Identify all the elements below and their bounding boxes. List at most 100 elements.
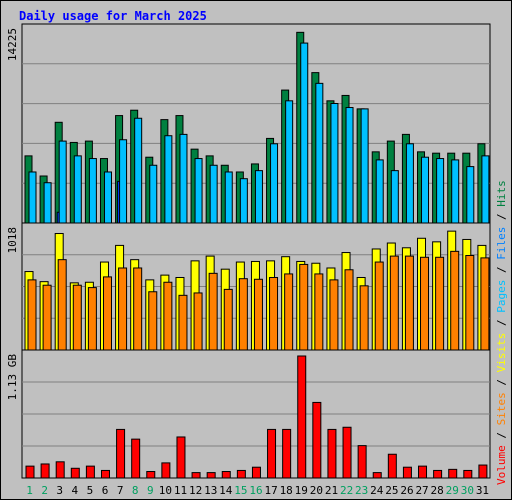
volume-bar-day-13 bbox=[206, 472, 216, 479]
files-bar-day-6 bbox=[103, 171, 112, 224]
files-bar-day-25 bbox=[390, 170, 399, 224]
y-max-label-2: 1018 bbox=[6, 227, 19, 254]
files-bar-day-16 bbox=[254, 170, 263, 224]
volume-bar-day-6 bbox=[100, 469, 110, 479]
legend-separator: / bbox=[495, 313, 508, 333]
day-label-30: 30 bbox=[461, 484, 474, 497]
volume-bar-day-1 bbox=[25, 465, 35, 479]
files-bar-day-13 bbox=[209, 164, 218, 224]
day-label-6: 6 bbox=[102, 484, 109, 497]
legend-separator: / bbox=[495, 207, 508, 227]
files-bar-day-4 bbox=[73, 155, 82, 224]
day-label-1: 1 bbox=[26, 484, 33, 497]
sites-bar-day-22 bbox=[344, 269, 354, 351]
day-label-5: 5 bbox=[87, 484, 94, 497]
files-bar-day-28 bbox=[436, 158, 445, 224]
files-bar-day-27 bbox=[421, 156, 430, 224]
sites-bar-day-8 bbox=[133, 267, 143, 351]
legend-hits: Hits bbox=[495, 180, 508, 207]
day-label-12: 12 bbox=[189, 484, 202, 497]
files-bar-day-5 bbox=[88, 158, 97, 224]
volume-bar-day-29 bbox=[448, 468, 458, 479]
day-label-24: 24 bbox=[370, 484, 384, 497]
sites-bar-day-19 bbox=[299, 263, 309, 351]
day-label-20: 20 bbox=[310, 484, 323, 497]
legend-separator: / bbox=[495, 372, 508, 392]
files-bar-day-11 bbox=[179, 133, 188, 224]
sites-bar-day-13 bbox=[208, 272, 218, 351]
volume-bar-day-7 bbox=[116, 428, 126, 479]
volume-bar-day-21 bbox=[327, 428, 337, 479]
volume-bar-day-23 bbox=[357, 445, 367, 479]
day-label-26: 26 bbox=[400, 484, 413, 497]
sites-bar-day-28 bbox=[435, 256, 445, 351]
files-bar-day-1 bbox=[28, 171, 37, 224]
day-label-29: 29 bbox=[446, 484, 459, 497]
files-bar-day-18 bbox=[285, 100, 294, 224]
volume-bar-day-12 bbox=[191, 472, 201, 479]
volume-bar-day-17 bbox=[267, 428, 277, 479]
volume-bar-day-27 bbox=[418, 465, 428, 479]
files-bar-day-15 bbox=[239, 178, 248, 224]
volume-bar-day-18 bbox=[282, 428, 292, 479]
sites-bar-day-2 bbox=[42, 284, 52, 351]
sites-bar-day-10 bbox=[163, 281, 173, 351]
volume-bar-day-26 bbox=[402, 466, 412, 479]
legend-separator: / bbox=[495, 425, 508, 445]
files-bar-day-8 bbox=[134, 117, 143, 224]
legend-sites: Sites bbox=[495, 392, 508, 425]
day-label-23: 23 bbox=[355, 484, 368, 497]
sites-bar-day-25 bbox=[389, 255, 399, 351]
files-bar-day-14 bbox=[224, 171, 233, 224]
legend-volume: Volume bbox=[495, 445, 508, 485]
day-label-28: 28 bbox=[431, 484, 444, 497]
day-label-15: 15 bbox=[234, 484, 247, 497]
volume-bar-day-10 bbox=[161, 462, 171, 479]
day-label-22: 22 bbox=[340, 484, 353, 497]
files-bar-day-24 bbox=[375, 159, 384, 224]
sites-bar-day-12 bbox=[193, 292, 203, 351]
files-bar-day-29 bbox=[451, 159, 460, 224]
sites-bar-day-31 bbox=[480, 257, 490, 351]
day-label-14: 14 bbox=[219, 484, 233, 497]
sites-bar-day-18 bbox=[284, 273, 294, 351]
files-bar-day-7 bbox=[119, 139, 128, 224]
sites-bar-day-4 bbox=[72, 284, 82, 351]
day-label-27: 27 bbox=[415, 484, 428, 497]
sites-bar-day-3 bbox=[57, 259, 67, 351]
day-label-18: 18 bbox=[280, 484, 293, 497]
files-bar-day-26 bbox=[405, 143, 414, 224]
volume-bar-day-2 bbox=[40, 463, 50, 479]
volume-bar-day-8 bbox=[131, 438, 141, 479]
day-label-17: 17 bbox=[264, 484, 277, 497]
sites-bar-day-16 bbox=[253, 278, 263, 351]
files-bar-day-12 bbox=[194, 158, 203, 224]
day-label-4: 4 bbox=[72, 484, 79, 497]
sites-bar-day-29 bbox=[450, 250, 460, 351]
files-bar-day-10 bbox=[164, 135, 173, 224]
volume-bar-day-3 bbox=[55, 461, 65, 479]
sites-bar-day-11 bbox=[178, 294, 188, 351]
legend-pages: Pages bbox=[495, 280, 508, 313]
volume-bar-day-30 bbox=[463, 469, 473, 479]
volume-bar-day-15 bbox=[236, 469, 246, 479]
y-max-label-1: 14225 bbox=[6, 28, 19, 61]
day-label-31: 31 bbox=[476, 484, 489, 497]
day-label-3: 3 bbox=[56, 484, 63, 497]
day-label-7: 7 bbox=[117, 484, 124, 497]
volume-bar-day-19 bbox=[297, 355, 307, 479]
day-label-21: 21 bbox=[325, 484, 338, 497]
day-label-19: 19 bbox=[295, 484, 308, 497]
volume-bar-day-4 bbox=[70, 467, 80, 479]
volume-bar-day-20 bbox=[312, 401, 322, 479]
sites-bar-day-21 bbox=[329, 279, 339, 351]
volume-bar-day-31 bbox=[478, 464, 488, 479]
sites-bar-day-5 bbox=[87, 287, 97, 351]
files-bar-day-17 bbox=[270, 143, 279, 224]
day-label-11: 11 bbox=[174, 484, 187, 497]
volume-bar-day-24 bbox=[372, 472, 382, 479]
volume-bar-day-22 bbox=[342, 426, 352, 479]
legend: Volume / Sites / Visits / Pages / Files … bbox=[495, 180, 508, 485]
sites-bar-day-15 bbox=[238, 278, 248, 351]
